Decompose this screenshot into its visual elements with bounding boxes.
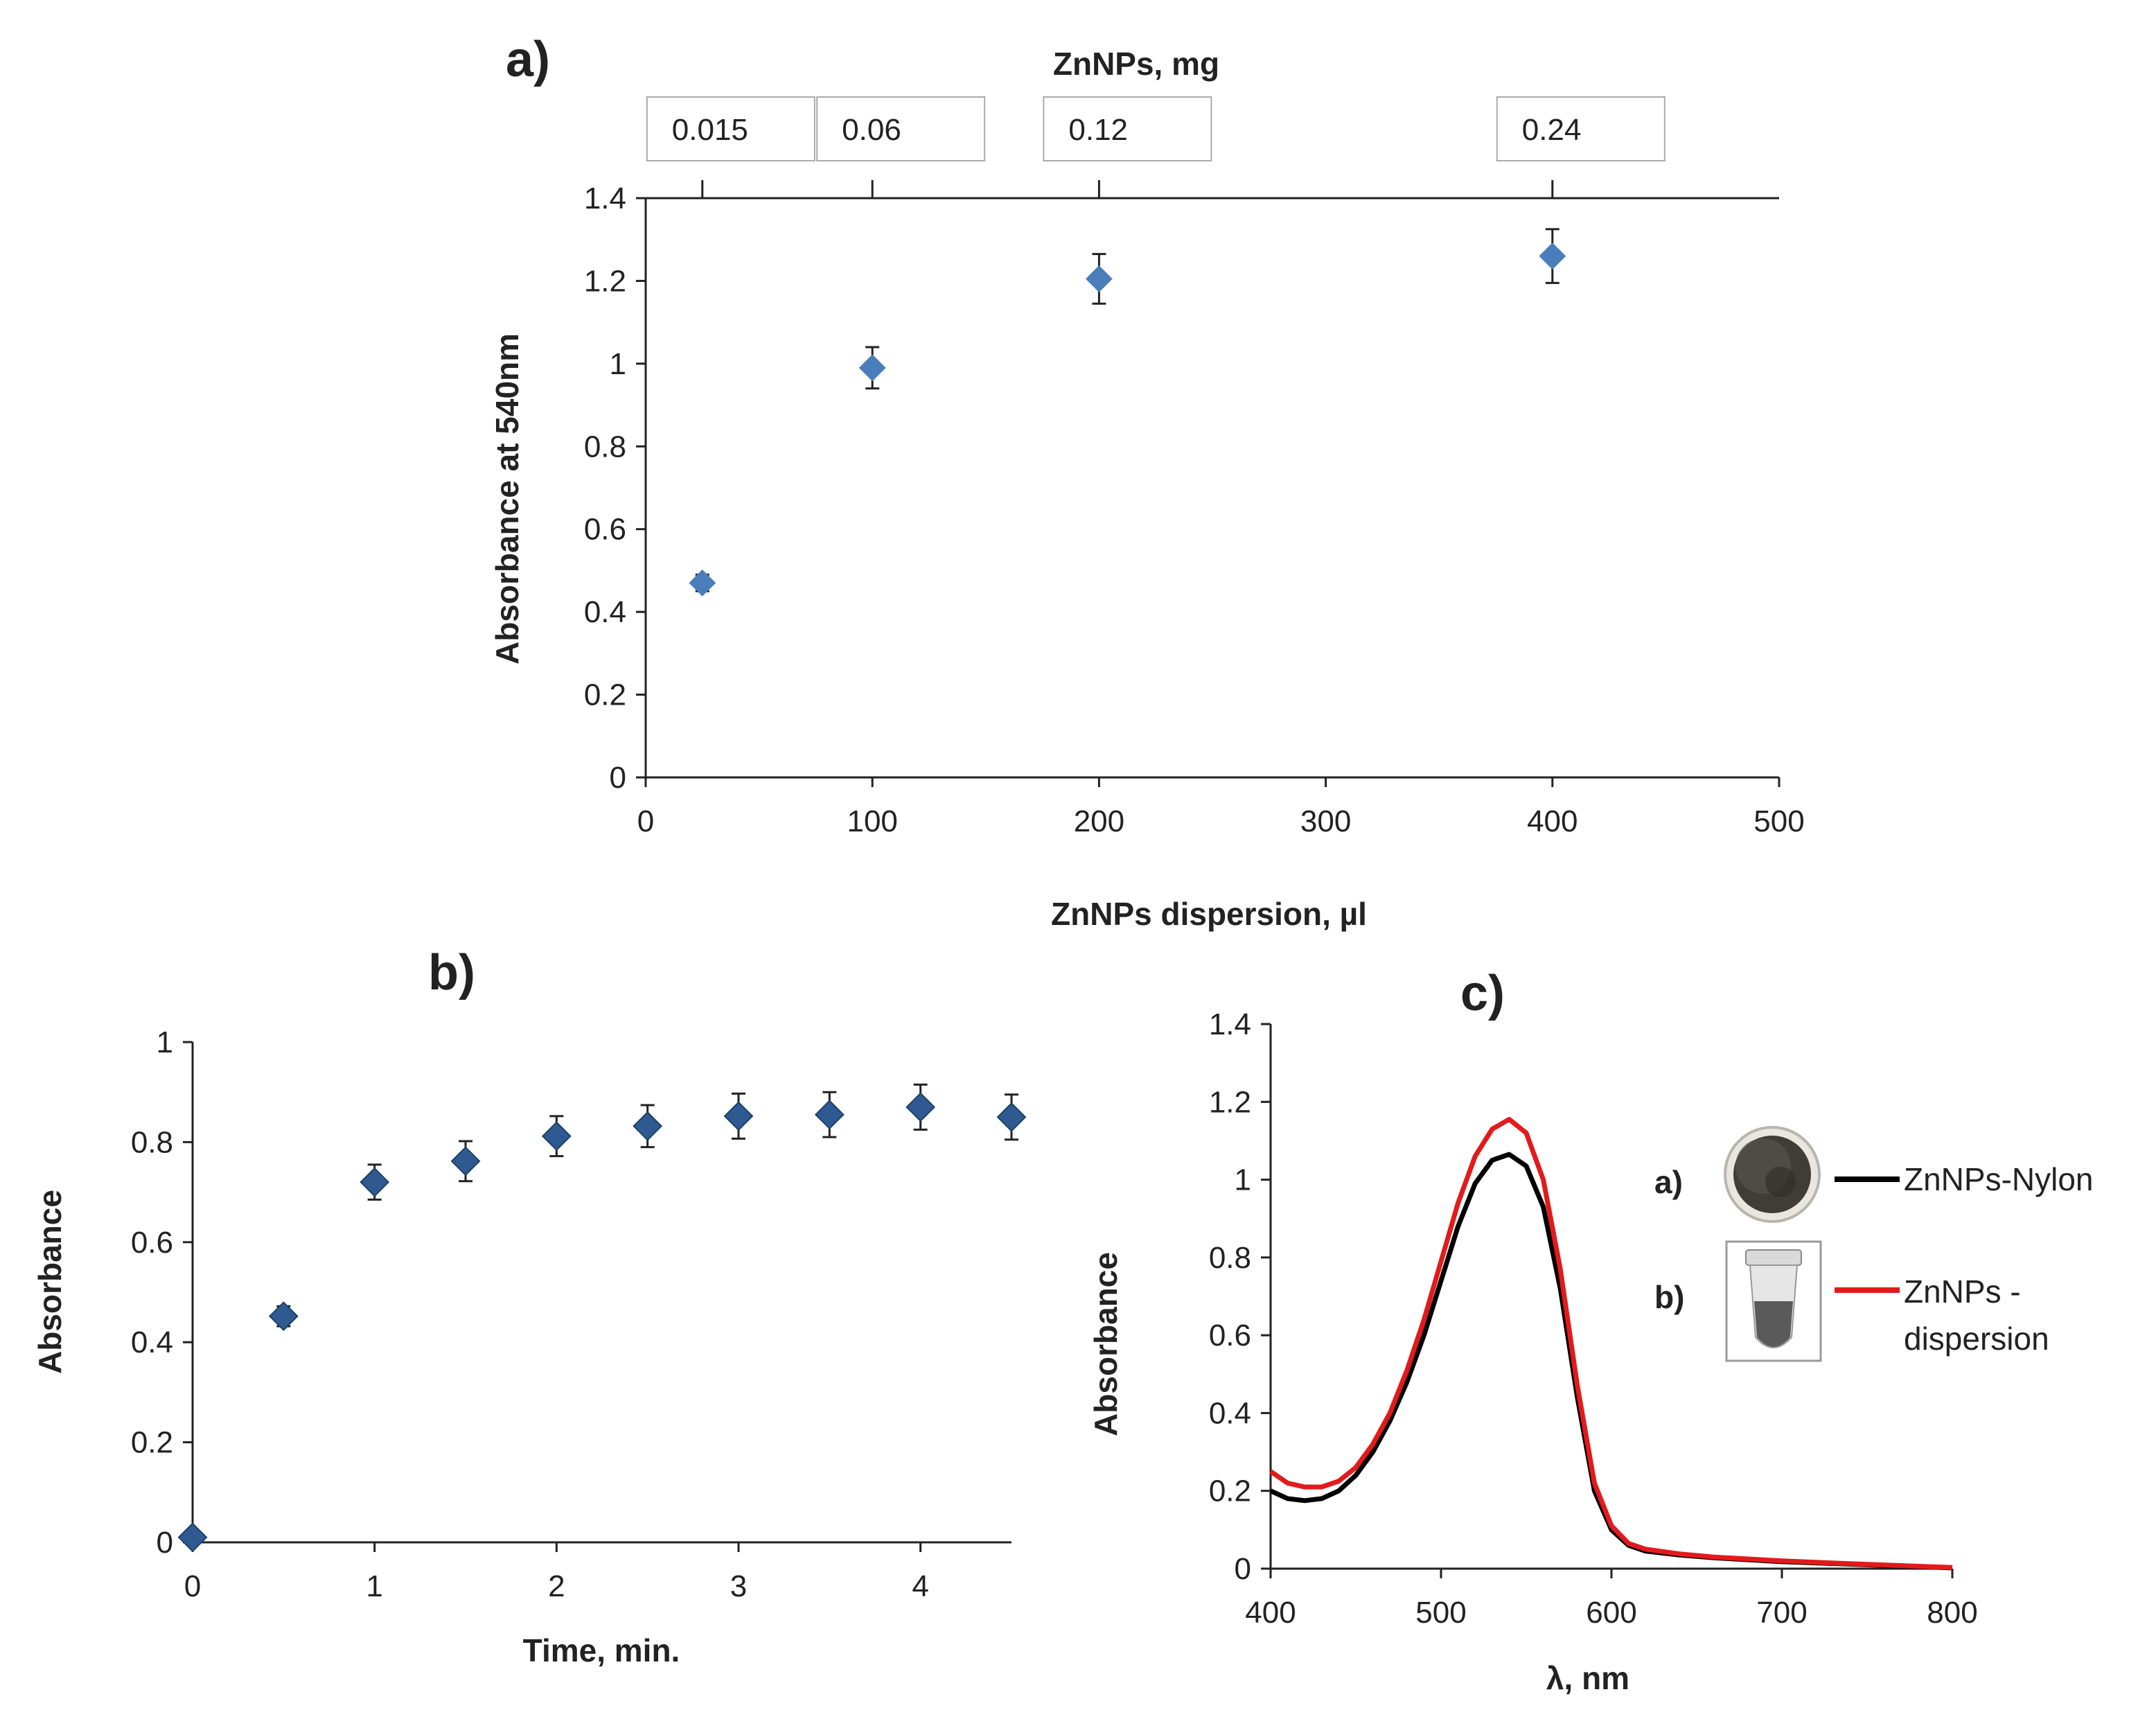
panel-a-x-tick-label: 300: [1300, 804, 1351, 838]
legend-label-dispersion: ZnNPs -dispersion: [1904, 1273, 2049, 1357]
panel-c-letter: c): [1460, 966, 1505, 1021]
panel-c-y-tick-label: 0.4: [1209, 1396, 1251, 1430]
panel-a-y-tick-label: 0: [610, 761, 626, 795]
series-line-dispersion: [1269, 1117, 1953, 1570]
panel-a-top-label-box: [646, 96, 815, 161]
panel-a-x-tick-label: 0: [637, 804, 654, 838]
panel-c-plot-area: 0 0.2 0.4 0.6 0.8 1 1.2 1.4 400 500 600 700 800: [1209, 1007, 1978, 1630]
panel-a-top-tick-label: 0.06: [842, 113, 901, 147]
panel-b-x-tick-label: 4: [912, 1569, 928, 1603]
chart-panel-a: a) ZnNPs, mg 0 0.2 0.4 0.6 0.8 1 1.2 1.4 0 100 200…: [489, 32, 1805, 932]
panel-b-x-tick-label: 0: [184, 1569, 201, 1603]
panel-a-top-tick-label: 0.24: [1522, 113, 1582, 147]
panel-a-y-tick-label: 1.2: [584, 264, 626, 298]
panel-a-y-tick-label: 0.2: [584, 678, 626, 712]
panel-b-y-title: Absorbance: [32, 1190, 68, 1374]
panel-c-legend: a) ZnNPs-Nylon b) ZnNPs -dispersion: [1654, 1126, 2094, 1362]
panel-b-x-tick-label: 3: [730, 1569, 747, 1603]
panel-a-y-title: Absorbance at 540nm: [489, 333, 525, 664]
panel-c-y-tick-label: 1.4: [1209, 1007, 1251, 1041]
series-line-nylon: [1269, 1152, 1953, 1571]
panel-b-y-tick-label: 0.4: [131, 1325, 173, 1359]
panel-a-data-point: [858, 354, 886, 382]
panel-b-plot-area: 0 0.2 0.4 0.6 0.8 1 0 1 2 3 4: [131, 1025, 1027, 1603]
panel-c-y-tick-label: 0.2: [1209, 1474, 1251, 1508]
panel-c-y-tick-label: 1.2: [1209, 1085, 1251, 1119]
legend-label-nylon: ZnNPs-Nylon: [1904, 1161, 2094, 1197]
panel-a-top-tick-label: 0.12: [1068, 113, 1128, 147]
panel-c-x-tick-label: 400: [1245, 1596, 1296, 1630]
panel-b-data-point: [633, 1111, 663, 1141]
panel-a-secondary-x-title: ZnNPs, mg: [1053, 46, 1219, 82]
panel-a-letter: a): [506, 32, 550, 87]
legend-prefix-dispersion: b): [1654, 1279, 1684, 1315]
panel-a-y-tick-label: 0.6: [584, 513, 626, 547]
panel-a-data-point: [1085, 265, 1113, 292]
panel-a-top-label-box: [1043, 96, 1212, 161]
panel-b-letter: b): [428, 945, 475, 1001]
panel-c-x-tick-label: 600: [1586, 1596, 1636, 1630]
panel-c-y-tick-label: 0: [1235, 1552, 1251, 1586]
panel-b-data-point: [177, 1522, 208, 1553]
panel-b-data-point: [360, 1167, 390, 1197]
panel-b-data-point: [905, 1092, 936, 1122]
panel-a-top-label-box: [1496, 96, 1665, 161]
panel-a-data-point: [1539, 243, 1566, 270]
panel-a-y-tick-label: 1: [610, 347, 626, 381]
panel-c-y-title: Absorbance: [1088, 1252, 1124, 1436]
chart-panel-b: b) 0 0.2 0.4 0.6 0.8 1 0 1 2 3 4 Time, min. Absorb…: [32, 945, 1027, 1668]
panel-a-top-tick-label: 0.015: [672, 113, 748, 147]
panel-a-x-tick-label: 100: [847, 804, 897, 838]
panel-b-y-tick-label: 0.6: [131, 1226, 173, 1260]
panel-c-x-tick-label: 500: [1415, 1596, 1466, 1630]
panel-b-data-point: [814, 1100, 845, 1130]
panel-c-y-tick-label: 1: [1235, 1163, 1251, 1197]
panel-a-x-title: ZnNPs dispersion, µl: [1051, 896, 1367, 932]
panel-b-data-point: [541, 1121, 572, 1152]
panel-b-y-tick-label: 0.8: [131, 1125, 173, 1159]
panel-b-data-point: [450, 1146, 481, 1176]
panel-b-x-title: Time, min.: [523, 1632, 680, 1668]
panel-a-data-point: [689, 569, 716, 597]
vial-icon: [1725, 1240, 1822, 1362]
panel-a-plot-area: 0 0.2 0.4 0.6 0.8 1 1.2 1.4 0 100 200 300 400 500 0.01…: [584, 96, 1805, 838]
panel-c-x-tick-label: 800: [1927, 1596, 1977, 1630]
panel-b-x-tick-label: 1: [366, 1569, 382, 1603]
panel-c-x-title: λ, nm: [1546, 1660, 1629, 1696]
panel-c-y-tick-label: 0.6: [1209, 1319, 1251, 1352]
chart-panel-c: c) 0 0.2 0.4 0.6 0.8 1 1.2 1.4 400 500 600 700 800 λ…: [1088, 966, 2094, 1696]
nylon-filter-icon: [1724, 1126, 1821, 1223]
panel-a-x-tick-label: 400: [1527, 804, 1578, 838]
legend-prefix-nylon: a): [1654, 1164, 1683, 1200]
panel-a-x-tick-label: 500: [1753, 804, 1804, 838]
panel-b-y-tick-label: 1: [157, 1025, 173, 1059]
panel-c-x-tick-label: 700: [1756, 1596, 1807, 1630]
panel-b-data-point: [268, 1301, 299, 1332]
panel-c-y-tick-label: 0.8: [1209, 1241, 1251, 1275]
panel-a-y-tick-label: 1.4: [584, 182, 626, 215]
panel-b-y-tick-label: 0.2: [131, 1426, 173, 1460]
panel-b-x-tick-label: 2: [548, 1569, 565, 1603]
panel-b-y-tick-label: 0: [157, 1526, 173, 1560]
panel-b-data-point: [723, 1101, 754, 1131]
panel-b-data-point: [996, 1102, 1027, 1132]
panel-a-top-label-box: [816, 96, 986, 161]
panel-a-y-tick-label: 0.4: [584, 595, 626, 629]
panel-a-x-tick-label: 200: [1074, 804, 1124, 838]
panel-a-y-tick-label: 0.8: [584, 430, 626, 464]
